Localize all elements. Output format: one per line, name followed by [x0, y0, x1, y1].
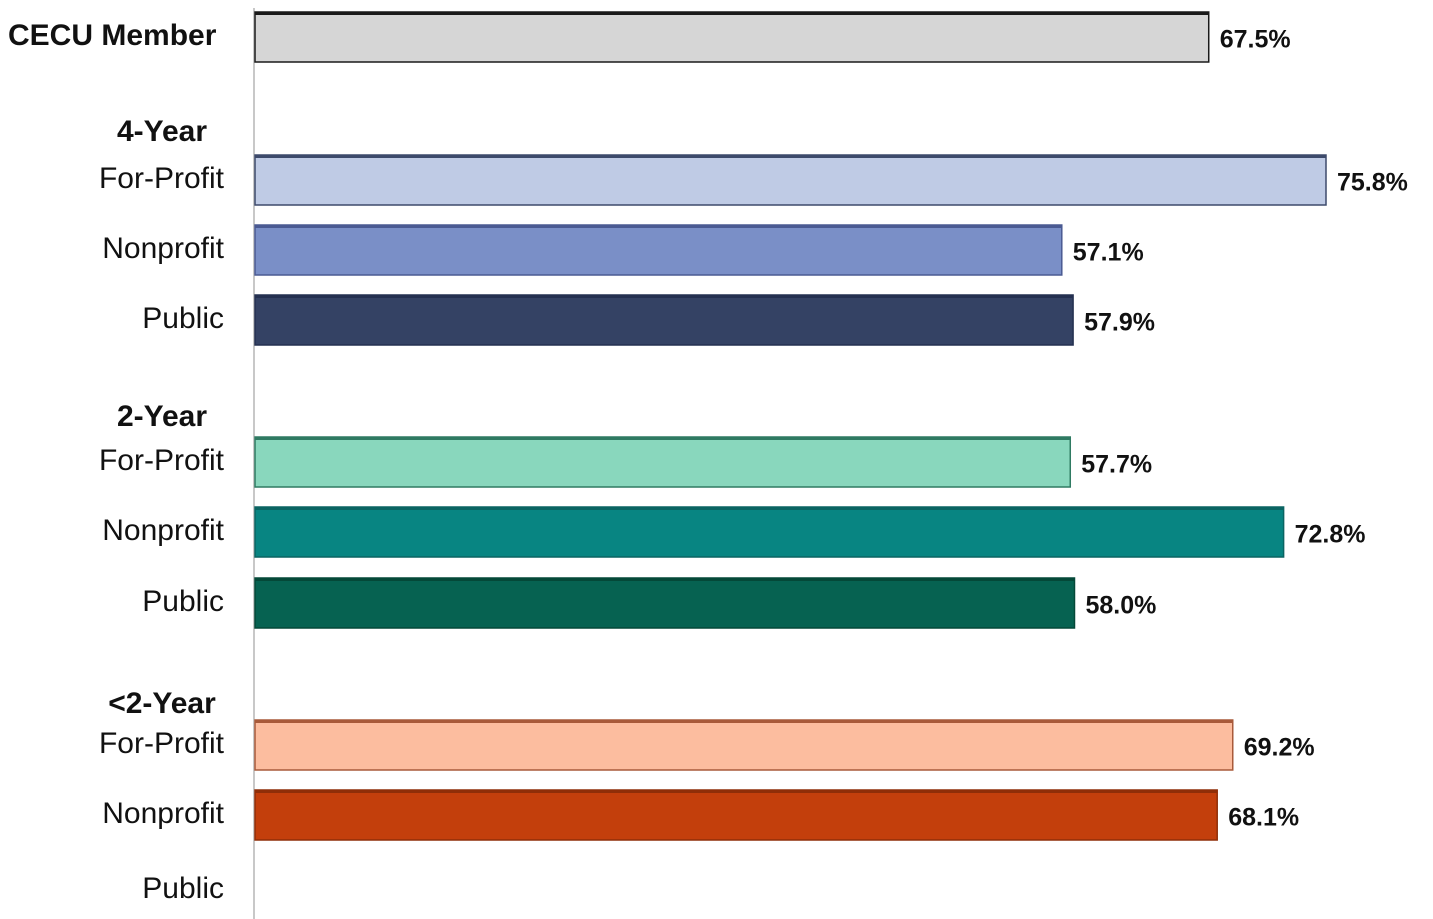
data-label: 58.0% [1085, 592, 1156, 620]
bar [254, 719, 1234, 771]
bar [254, 506, 1285, 558]
data-label: 67.5% [1220, 26, 1291, 54]
group-label: 2-Year [117, 400, 207, 433]
data-label: 72.8% [1295, 521, 1366, 549]
data-label: 57.9% [1084, 309, 1155, 337]
bar [254, 789, 1218, 841]
category-label: Nonprofit [102, 514, 224, 547]
bar [254, 11, 1210, 63]
category-label: Public [142, 585, 224, 618]
data-label: 75.8% [1337, 169, 1408, 197]
data-label: 57.7% [1081, 451, 1152, 479]
group-label: <2-Year [108, 687, 216, 720]
category-label: CECU Member [8, 19, 217, 52]
category-label: For-Profit [99, 727, 225, 760]
bar [254, 436, 1072, 488]
bar [254, 577, 1076, 629]
category-label: Public [142, 302, 224, 335]
category-label: Nonprofit [102, 797, 224, 830]
data-label: 68.1% [1228, 804, 1299, 832]
group-label: 4-Year [117, 115, 207, 148]
category-label: Public [142, 872, 224, 905]
data-label: 57.1% [1073, 239, 1144, 267]
bar [254, 224, 1063, 276]
bar [254, 154, 1327, 206]
category-label: For-Profit [99, 162, 225, 195]
category-label: For-Profit [99, 444, 225, 477]
data-label: 69.2% [1244, 734, 1315, 762]
bar [254, 294, 1074, 346]
category-label: Nonprofit [102, 232, 224, 265]
